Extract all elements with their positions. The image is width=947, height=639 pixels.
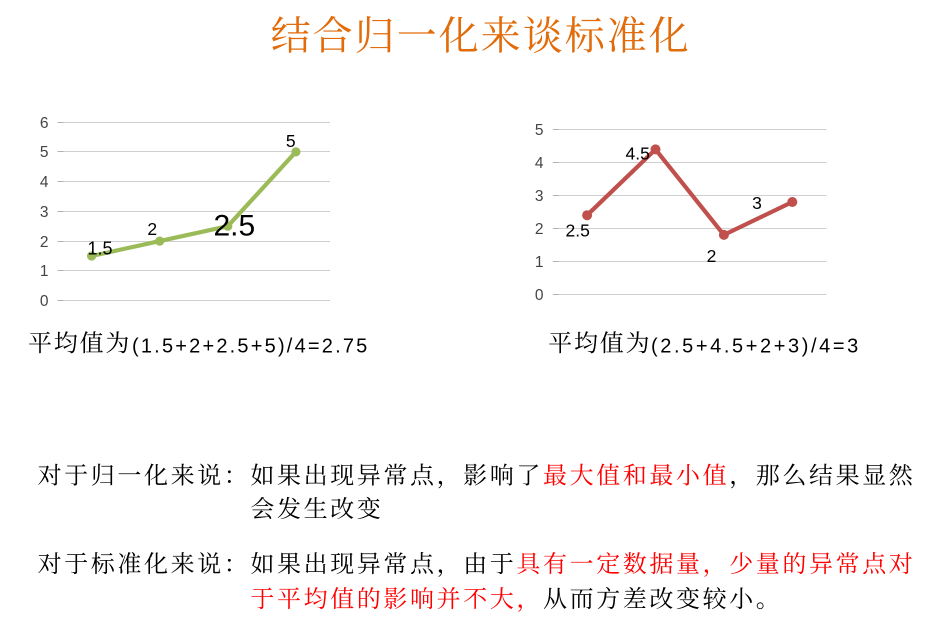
svg-text:0: 0	[535, 287, 544, 304]
svg-text:6: 6	[40, 115, 49, 132]
svg-text:4: 4	[535, 155, 544, 172]
svg-text:1: 1	[535, 254, 544, 271]
svg-text:3: 3	[535, 188, 544, 205]
svg-text:3: 3	[40, 204, 49, 221]
svg-text:5: 5	[535, 122, 544, 139]
svg-text:4.5: 4.5	[626, 144, 650, 164]
svg-text:2: 2	[535, 221, 544, 238]
svg-text:2: 2	[707, 246, 717, 266]
svg-text:1.5: 1.5	[88, 239, 113, 259]
svg-text:5: 5	[40, 144, 49, 161]
svg-text:2.5: 2.5	[566, 221, 590, 241]
svg-text:(2.5+4.5+2+3)/4=3: (2.5+4.5+2+3)/4=3	[651, 336, 861, 358]
svg-text:4: 4	[40, 174, 49, 191]
svg-text:2.5: 2.5	[214, 210, 256, 243]
svg-text:(1.5+2+2.5+5)/4=2.75: (1.5+2+2.5+5)/4=2.75	[132, 336, 370, 358]
svg-text:5: 5	[286, 131, 296, 151]
svg-text:0: 0	[40, 293, 49, 310]
svg-text:1: 1	[40, 263, 49, 280]
svg-text:2: 2	[40, 234, 49, 251]
svg-text:3: 3	[752, 193, 762, 213]
svg-text:2: 2	[147, 219, 157, 239]
